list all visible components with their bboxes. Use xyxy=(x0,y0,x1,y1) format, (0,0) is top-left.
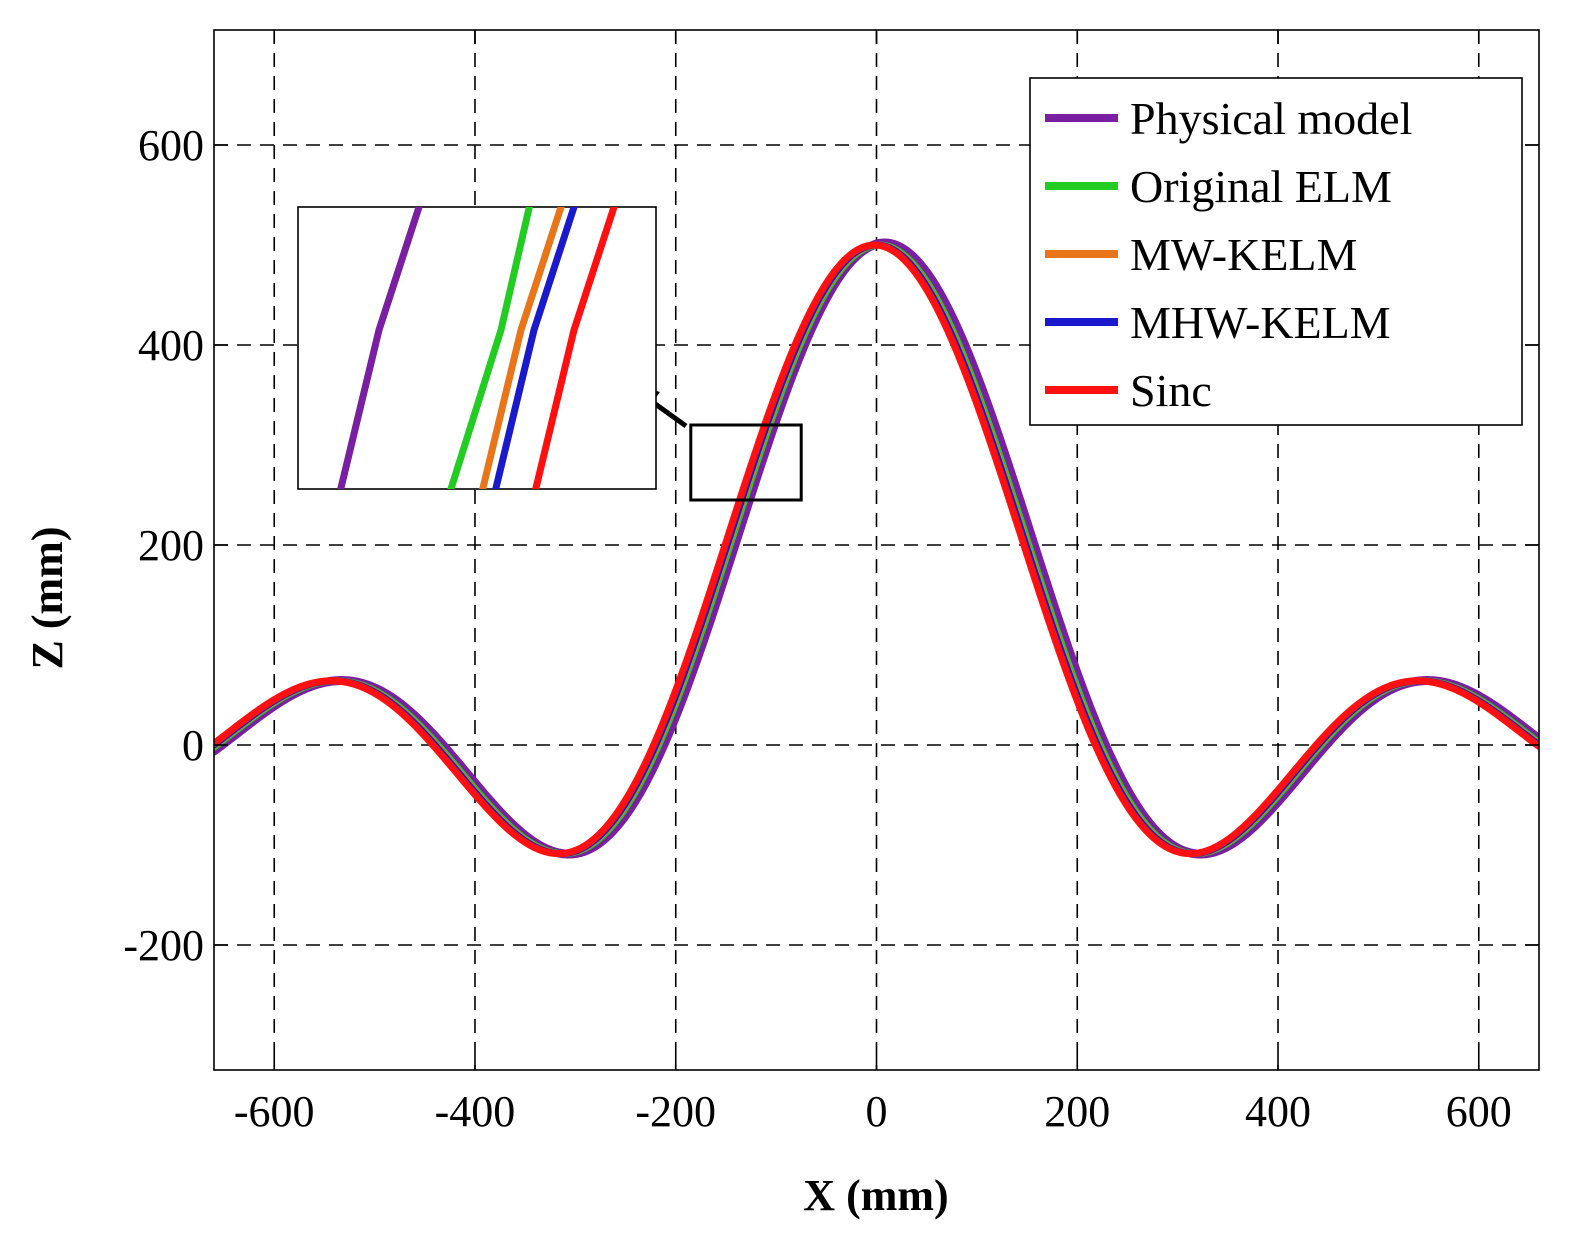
legend-label: MHW-KELM xyxy=(1130,297,1391,348)
legend-label: MW-KELM xyxy=(1130,229,1357,280)
axis-ticks: -600 -400 -200 0 200 400 600 -200 0 200 400 600 xyxy=(123,30,1539,1136)
y-axis-label: Z (mm) xyxy=(23,527,72,670)
legend-label: Physical model xyxy=(1130,93,1412,144)
inset-line-physical-model xyxy=(337,207,423,489)
x-tick-label: -600 xyxy=(234,1087,315,1136)
legend-label: Original ELM xyxy=(1130,161,1392,212)
x-tick-label: 200 xyxy=(1044,1087,1110,1136)
inset-line-mhw-kelm xyxy=(492,207,578,489)
inset-line-sinc xyxy=(532,207,618,489)
y-tick-label: 0 xyxy=(182,721,204,770)
y-tick-label: 200 xyxy=(138,521,204,570)
x-tick-label: 600 xyxy=(1446,1087,1512,1136)
y-tick-label: 600 xyxy=(138,121,204,170)
x-tick-label: -200 xyxy=(635,1087,716,1136)
inset-line-mw-kelm xyxy=(479,207,565,489)
y-tick-label: -200 xyxy=(123,921,204,970)
inset-line-original-elm xyxy=(447,207,533,489)
data-curves xyxy=(214,238,1539,859)
series-line-sinc xyxy=(214,241,1539,858)
zoom-region-box xyxy=(689,423,803,502)
x-axis-label: X (mm) xyxy=(803,1171,948,1220)
x-tick-label: -400 xyxy=(435,1087,516,1136)
legend-label: Sinc xyxy=(1130,365,1212,416)
x-tick-label: 400 xyxy=(1245,1087,1311,1136)
legend: Physical model Original ELM MW-KELM MHW-KEL… xyxy=(1029,77,1523,426)
y-tick-label: 400 xyxy=(138,321,204,370)
inset-curves xyxy=(337,207,618,489)
x-tick-label: 0 xyxy=(866,1087,888,1136)
